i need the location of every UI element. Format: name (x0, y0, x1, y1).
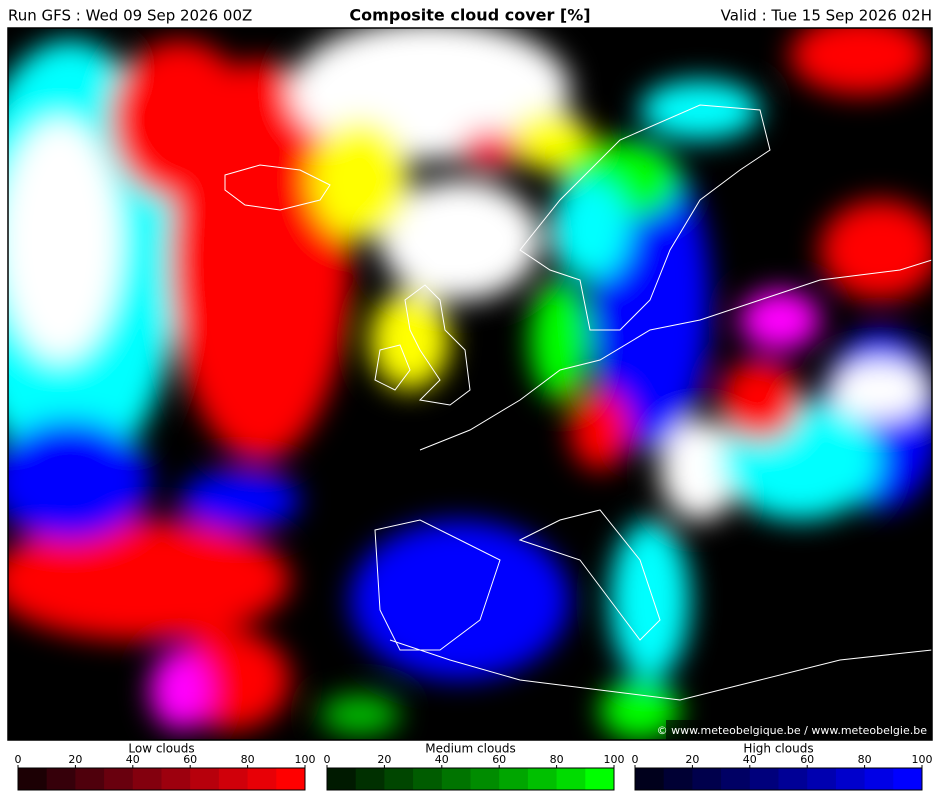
colorbar-swatch (46, 768, 76, 790)
colorbar-tick-label: 40 (126, 753, 140, 766)
colorbar-title: High clouds (743, 742, 813, 756)
colorbar-swatch (276, 768, 306, 790)
colorbar-tick-label: 20 (685, 753, 699, 766)
colorbar-tick-label: 100 (295, 753, 316, 766)
colorbar-tick-label: 80 (550, 753, 564, 766)
colorbar-swatch (441, 768, 471, 790)
run-label: Run GFS : Wed 09 Sep 2026 00Z (8, 7, 252, 25)
colorbar-swatch (327, 768, 357, 790)
colorbar-tick-label: 0 (15, 753, 22, 766)
valid-label: Valid : Tue 15 Sep 2026 02H (721, 7, 932, 25)
cloud-map: © www.meteobelgique.be / www.meteobelgie… (8, 28, 932, 740)
colorbar-tick-label: 40 (743, 753, 757, 766)
colorbar-swatch (835, 768, 866, 790)
colorbar-swatch (355, 768, 385, 790)
colorbar-swatch (104, 768, 134, 790)
colorbar-tick-label: 60 (492, 753, 506, 766)
colorbar-tick-label: 20 (68, 753, 82, 766)
colorbar-tick-label: 60 (183, 753, 197, 766)
legend: Low clouds 0 20 40 60 80 100 Medium clouds 0 20 40… (15, 742, 933, 791)
colorbar-tick-label: 0 (632, 753, 639, 766)
map-frame (7, 27, 933, 741)
colorbar-swatch (470, 768, 500, 790)
colorbar-swatch (499, 768, 529, 790)
colorbar-swatch (893, 768, 923, 790)
colorbar-swatch (413, 768, 443, 790)
colorbar-title: Low clouds (128, 742, 194, 756)
colorbar-tick-label: 20 (377, 753, 391, 766)
colorbar-swatch (663, 768, 693, 790)
colorbar-swatch (75, 768, 105, 790)
colorbar-swatch (556, 768, 586, 790)
colorbar-swatch (247, 768, 277, 790)
colorbar-swatch (384, 768, 414, 790)
colorbar-swatch (635, 768, 665, 790)
colorbar-frame (326, 767, 615, 791)
colorbar-title: Medium clouds (425, 742, 516, 756)
colorbar-swatch (749, 768, 779, 790)
colorbar-tick-label: 100 (912, 753, 933, 766)
colorbar-swatch (721, 768, 751, 790)
colorbar-tick-label: 0 (324, 753, 331, 766)
colorbar-frame (17, 767, 306, 791)
colorbar-tick-label: 100 (604, 753, 625, 766)
map-title: Composite cloud cover [%] (349, 6, 590, 25)
colorbar-tick-label: 40 (435, 753, 449, 766)
colorbar-swatch (527, 768, 558, 790)
colorbar-swatch (190, 768, 220, 790)
colorbar-tick-label: 80 (858, 753, 872, 766)
colorbar-swatch (778, 768, 808, 790)
copyright: © www.meteobelgique.be / www.meteobelgie… (657, 724, 928, 737)
colorbar-swatch (132, 768, 162, 790)
colorbar-swatch (692, 768, 722, 790)
colorbar-swatch (585, 768, 615, 790)
colorbar-swatch (218, 768, 249, 790)
colorbar-swatch (807, 768, 837, 790)
colorbar-frame (634, 767, 923, 791)
colorbar-swatch (864, 768, 894, 790)
colorbar-tick-label: 80 (241, 753, 255, 766)
colorbar-tick-label: 60 (800, 753, 814, 766)
colorbar-swatch (161, 768, 191, 790)
colorbar-swatch (18, 768, 48, 790)
